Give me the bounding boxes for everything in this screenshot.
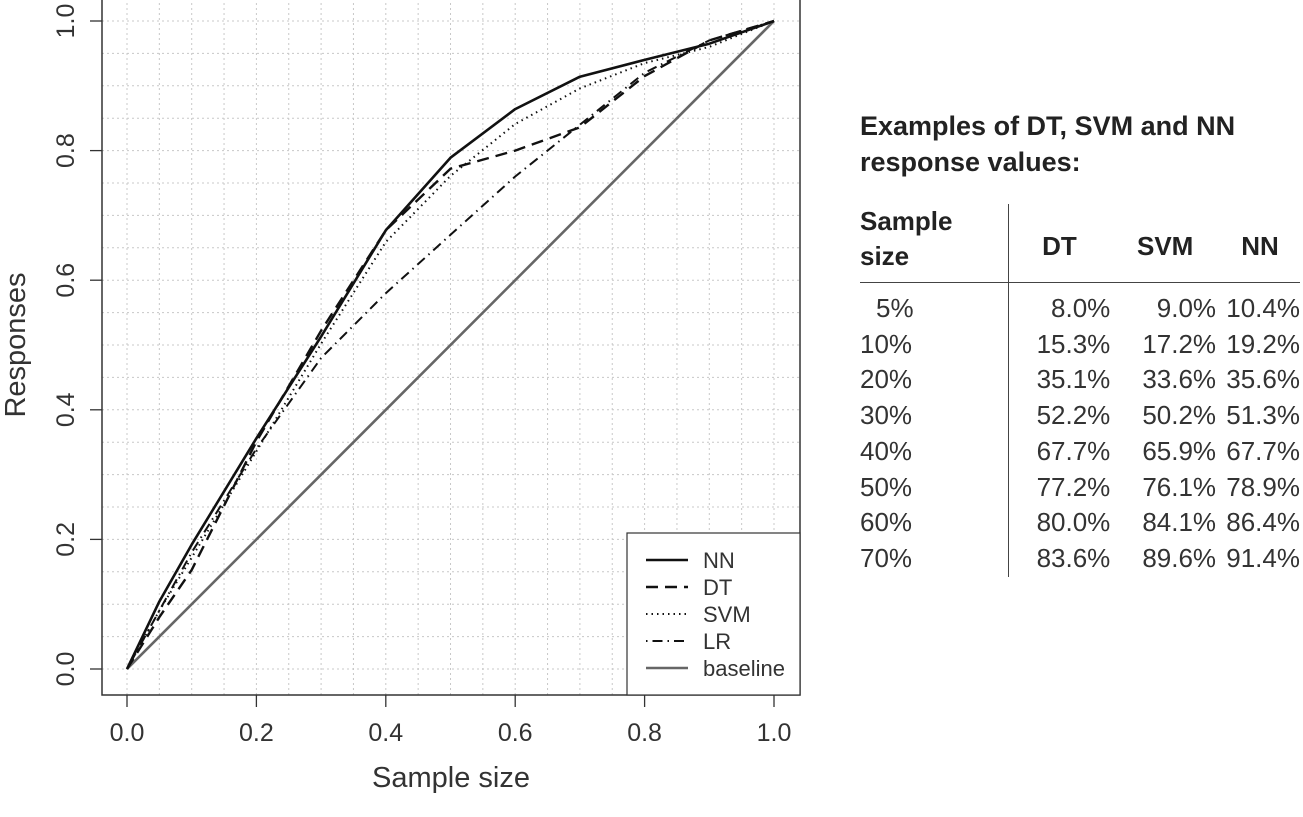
x-tick-label: 1.0 [757,719,792,747]
x-tick-label: 0.8 [627,719,662,747]
cell-nn: 67.7% [1226,435,1300,466]
table-row: 20% 35.1% 33.6% 35.6% [860,362,1300,399]
series-line-lr [126,20,775,670]
cell-svm: 76.1% [1142,471,1217,502]
cell-nn: 91.4% [1226,542,1300,573]
cell-sample-size: 70% [860,542,913,573]
cell-dt: 77.2% [1007,469,1111,506]
cell-svm: 89.6% [1142,542,1217,573]
y-tick-label: 1.0 [52,4,80,39]
header-svm: SVM [1110,204,1217,283]
cell-dt: 35.1% [1007,362,1111,399]
cell-dt: 15.3% [1007,326,1111,363]
table-body: 5% 8.0% 9.0% 10.4% 10% 15.3% 17.2% 19.2% 20% 35.1… [860,282,1300,577]
table-title: Examples of DT, SVM and NN response valu… [860,111,1236,177]
cell-dt: 67.7% [1007,433,1111,470]
series-line-baseline [126,20,775,670]
cell-dt: 52.2% [1007,398,1111,434]
header-nn: NN [1216,204,1300,283]
examples-table-panel: Examples of DT, SVM and NN response valu… [860,108,1300,577]
x-tick-label: 0.0 [110,719,145,747]
y-tick-label: 0.6 [52,263,80,298]
cell-svm: 17.2% [1142,328,1217,359]
table-row: 40% 67.7% 65.9% 67.7% [860,433,1300,470]
x-tick-label: 0.6 [498,719,533,747]
cell-nn: 86.4% [1226,507,1300,538]
cell-dt: 8.0% [1007,282,1111,327]
legend-label-svm: SVM [703,602,751,627]
series-line-nn [125,19,775,670]
header-sample-size: Sample size [860,204,1009,283]
cell-dt: 83.6% [1007,540,1111,577]
axis-layer: 0.0 0.0 0.2 0.2 0.4 0.4 0.6 0.6 0.8 0.8 1.0 1.0 [52,4,791,747]
y-axis-title: Responses [0,272,32,417]
table-row: 60% 80.0% 84.1% 86.4% [860,505,1300,541]
plot-frame [101,0,801,696]
cell-nn: 78.9% [1226,471,1300,502]
cell-sample-size: 20% [860,364,913,395]
cell-nn: 35.6% [1226,364,1300,395]
x-tick-label: 0.2 [239,719,274,747]
cell-sample-size: 10% [860,328,913,359]
cell-nn: 10.4% [1226,293,1300,323]
y-tick-label: 0.4 [52,392,80,427]
x-tick-label: 0.4 [368,719,403,747]
table-row: 50% 77.2% 76.1% 78.9% [860,469,1300,506]
cell-sample-size: 60% [860,507,913,538]
cell-svm: 50.2% [1142,400,1217,431]
cell-sample-size: 40% [860,435,913,466]
examples-table: Sample size DT SVM NN 5% 8.0% 9.0% 10.4% 10%… [860,204,1300,577]
series-layer [125,19,775,670]
x-axis-title: Sample size [372,762,530,794]
cell-svm: 84.1% [1142,507,1217,538]
legend-label-baseline: baseline [703,656,785,681]
cell-nn: 19.2% [1226,328,1300,359]
y-tick-label: 0.8 [52,133,80,168]
cell-sample-size: 50% [860,471,913,502]
cell-svm: 65.9% [1142,435,1217,466]
legend-label-dt: DT [703,575,732,600]
table-row: 70% 83.6% 89.6% 91.4% [860,540,1300,577]
cell-nn: 51.3% [1226,400,1300,431]
table-row: 10% 15.3% 17.2% 19.2% [860,326,1300,363]
cell-sample-size: 5% [876,293,914,323]
y-tick-label: 0.0 [52,652,80,687]
series-line-svm [126,20,775,670]
series-line-dt [125,19,775,670]
cell-svm: 9.0% [1156,293,1217,323]
lift-chart: 0.0 0.0 0.2 0.2 0.4 0.4 0.6 0.6 0.8 0.8 1.0 1.0 Sam… [0,0,801,794]
table-row: 5% 8.0% 9.0% 10.4% [860,282,1300,327]
table-header-row: Sample size DT SVM NN [860,204,1300,283]
cell-svm: 33.6% [1142,364,1217,395]
table-row: 30% 52.2% 50.2% 51.3% [860,398,1300,434]
y-tick-label: 0.2 [52,522,80,557]
legend-label-nn: NN [703,548,735,573]
header-dt: DT [1007,204,1111,283]
cell-dt: 80.0% [1007,505,1111,541]
legend-label-lr: LR [703,629,731,654]
cell-sample-size: 30% [860,400,913,431]
